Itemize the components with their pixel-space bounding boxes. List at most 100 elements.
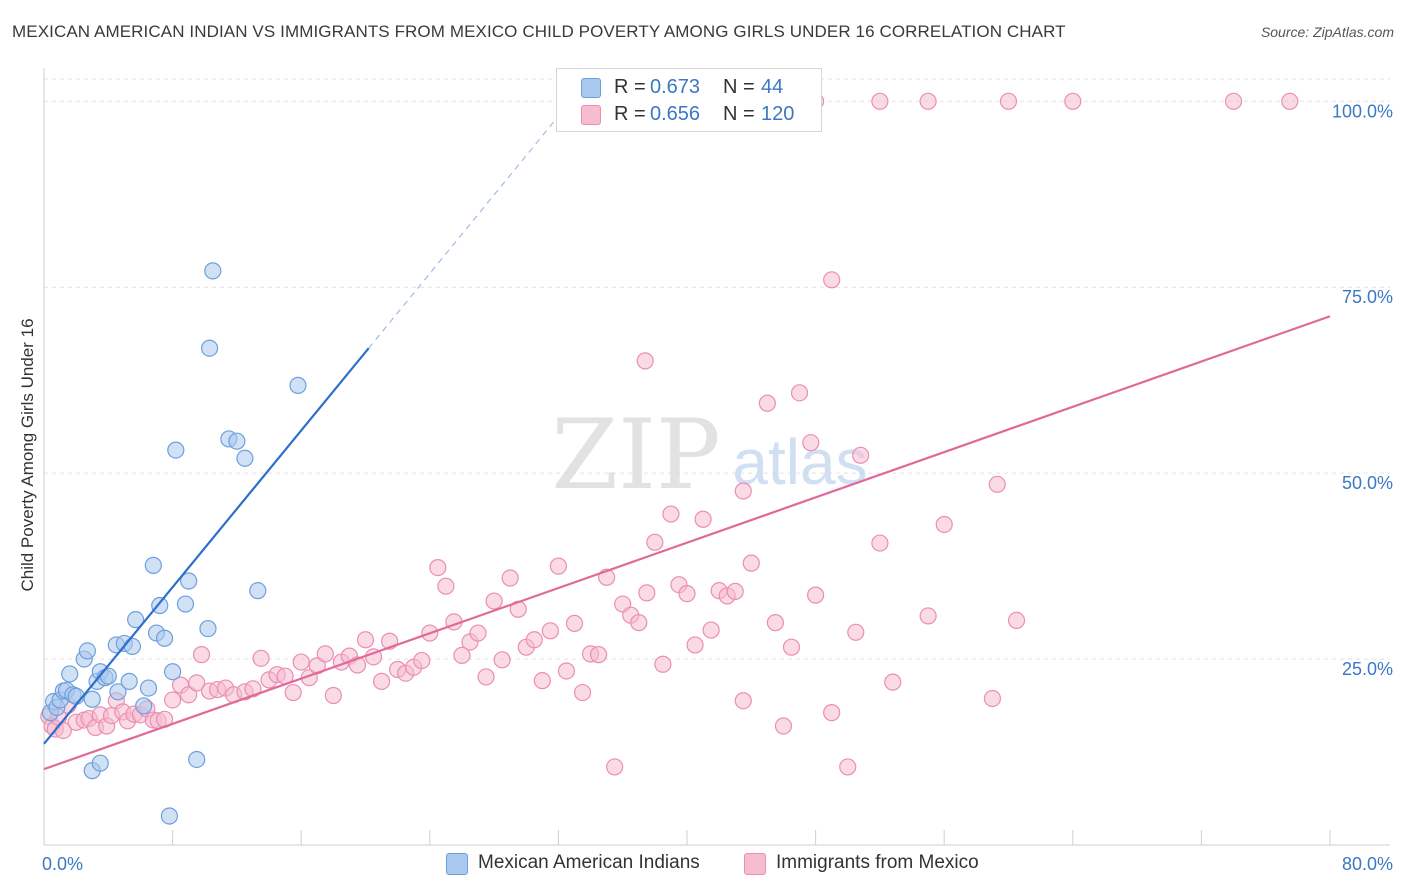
scatter-point xyxy=(204,262,222,280)
legend-n-label: N = xyxy=(723,103,755,125)
legend-n-value: 120 xyxy=(761,103,795,125)
bottom-legend-swatch-blue xyxy=(446,853,468,875)
gridlines xyxy=(44,78,1390,660)
scatter-point xyxy=(372,672,391,690)
scatter-point xyxy=(533,672,551,690)
tick-labels: 25.0% 50.0% 75.0% 100.0% 0.0% 80.0% xyxy=(42,101,1393,874)
y-tick-label: 75.0% xyxy=(1342,287,1393,307)
legend-row-pink: R = 0.656 N = 120 xyxy=(557,100,821,128)
scatter-point xyxy=(139,679,158,697)
bottom-legend-label-blue: Mexican American Indians xyxy=(478,852,700,873)
scatter-point xyxy=(356,631,375,649)
scatter-point xyxy=(782,638,801,656)
scatter-point xyxy=(252,649,270,667)
legend-r-value: 0.673 xyxy=(650,76,701,98)
scatter-point xyxy=(1281,92,1299,110)
scatter-point xyxy=(983,689,1002,708)
scatter-point xyxy=(324,686,342,705)
scatter-point xyxy=(806,586,825,604)
scatter-point xyxy=(847,623,865,641)
scatter-point xyxy=(823,271,841,289)
series-immigrants-points xyxy=(40,92,1299,776)
scatter-point xyxy=(176,595,195,613)
scatter-point xyxy=(589,646,608,664)
scatter-point xyxy=(766,614,785,632)
scatter-point xyxy=(802,434,820,452)
scatter-point xyxy=(91,754,109,772)
scatter-point xyxy=(292,653,310,671)
scatter-point xyxy=(151,596,169,615)
trend-line-immigrants xyxy=(43,315,1331,771)
scatter-point xyxy=(453,646,471,664)
legend-r-label: R = xyxy=(614,103,646,125)
scatter-point xyxy=(758,394,776,412)
scatter-point xyxy=(120,672,138,690)
scatter-point xyxy=(742,554,760,572)
scatter-point xyxy=(734,482,752,500)
scatter-point xyxy=(726,582,744,601)
scatter-point xyxy=(78,642,97,660)
scatter-point xyxy=(999,92,1018,110)
scatter-point xyxy=(501,569,519,587)
scatter-point xyxy=(1224,92,1243,110)
scatter-point xyxy=(638,584,656,602)
scatter-point xyxy=(871,534,889,552)
scatter-point xyxy=(99,667,117,685)
scatter-point xyxy=(413,651,431,670)
scatter-point xyxy=(646,533,664,551)
scatter-point xyxy=(871,92,889,110)
legend-swatch-blue xyxy=(581,78,601,98)
scatter-point xyxy=(662,505,680,523)
scatter-point xyxy=(734,692,752,710)
scatter-point xyxy=(429,559,447,577)
legend-row-blue: R = 0.673 N = 44 xyxy=(557,73,821,101)
scatter-point xyxy=(284,683,302,702)
scatter-point xyxy=(525,631,543,649)
scatter-point xyxy=(636,352,654,370)
scatter-point xyxy=(188,750,206,769)
scatter-point xyxy=(573,683,592,702)
scatter-point xyxy=(192,646,211,664)
scatter-point xyxy=(228,432,246,450)
scatter-point xyxy=(702,621,720,639)
trend-line-mexican-american-indians xyxy=(43,347,370,745)
legend-r-value: 0.656 xyxy=(650,103,701,125)
scatter-point xyxy=(485,592,503,610)
scatter-point xyxy=(289,376,307,394)
scatter-point xyxy=(935,515,953,534)
scatter-point xyxy=(144,556,162,574)
scatter-point xyxy=(127,611,145,629)
scatter-point xyxy=(61,665,79,683)
scatter-point xyxy=(606,758,624,776)
scatter-point xyxy=(155,629,174,647)
trend-lines xyxy=(43,115,1331,771)
y-tick-label: 50.0% xyxy=(1342,473,1393,493)
bottom-legend-label-pink: Immigrants from Mexico xyxy=(776,852,979,873)
scatter-point xyxy=(164,691,182,709)
watermark: ZIP atlas xyxy=(551,399,867,511)
trend-line-extension xyxy=(368,115,559,349)
scatter-point xyxy=(244,680,262,698)
scatter-point xyxy=(180,686,198,704)
scatter-point xyxy=(249,582,267,600)
y-axis-label: Child Poverty Among Girls Under 16 xyxy=(18,318,37,592)
scatter-point xyxy=(678,585,696,603)
scatter-point xyxy=(694,510,712,528)
legend-swatch-pink xyxy=(581,105,601,125)
scatter-point xyxy=(852,446,870,464)
scatter-point xyxy=(630,614,648,632)
scatter-point xyxy=(919,92,937,110)
scatter-point xyxy=(839,758,857,776)
scatter-point xyxy=(686,636,704,654)
scatter-point xyxy=(135,697,153,715)
legend-n-label: N = xyxy=(723,76,755,98)
source-credit: Source: ZipAtlas.com xyxy=(1260,24,1394,40)
watermark-zip: ZIP xyxy=(551,399,720,511)
scatter-point xyxy=(1007,611,1026,630)
scatter-point xyxy=(83,690,101,708)
scatter-point xyxy=(549,557,568,575)
scatter-point xyxy=(164,663,182,681)
scatter-point xyxy=(316,645,334,663)
scatter-point xyxy=(884,673,902,691)
